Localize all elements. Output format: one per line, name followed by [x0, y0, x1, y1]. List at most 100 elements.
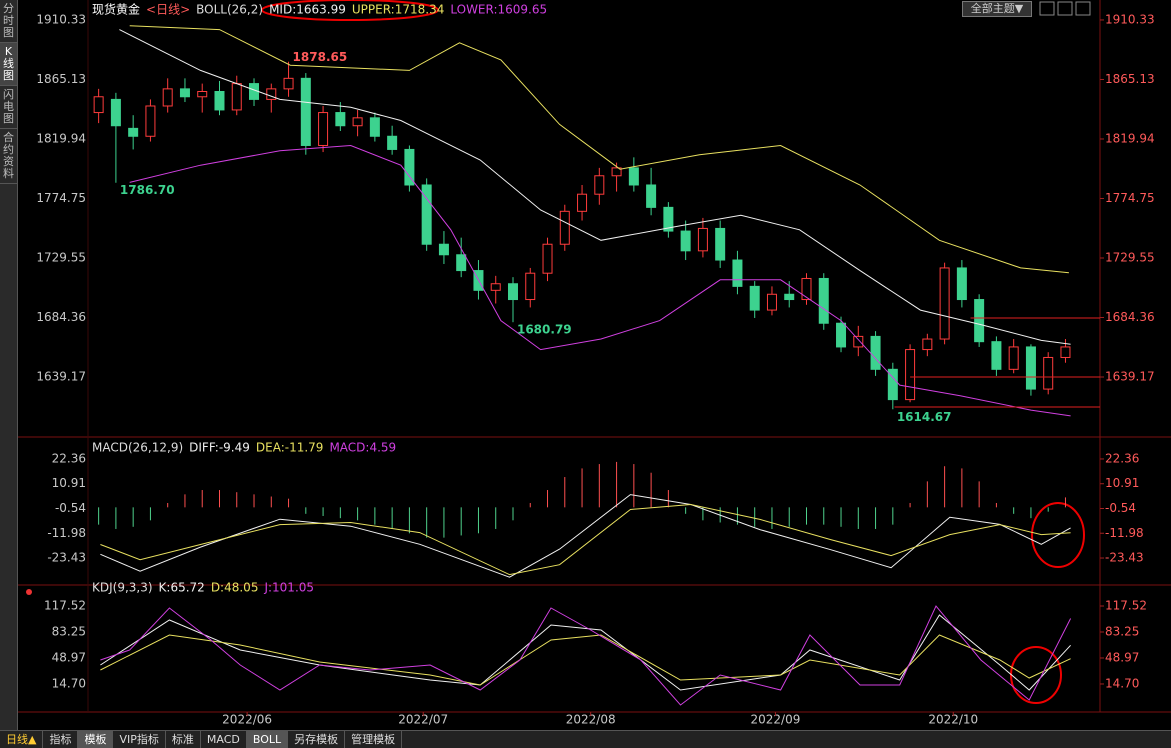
candle-body	[110, 98, 121, 127]
legend-text: MACD(26,12,9)	[92, 441, 183, 455]
y-tick-label: 1729.55	[1105, 250, 1155, 264]
template-tab[interactable]: 管理模板	[345, 731, 403, 748]
candle-body	[663, 206, 674, 232]
legend-text: UPPER:1718.34	[352, 3, 444, 17]
legend-text: LOWER:1609.65	[450, 3, 547, 17]
y-tick-label: 1639.17	[36, 369, 86, 383]
panel-icon	[26, 589, 32, 595]
candle-body	[766, 293, 777, 311]
sidebar: 分时图 K线图 闪电图 合约资料	[0, 0, 18, 730]
candle-body	[525, 272, 536, 301]
template-tab[interactable]: VIP指标	[113, 731, 166, 748]
y-tick-label: 1639.17	[1105, 369, 1155, 383]
indicator-line	[100, 605, 1072, 706]
y-tick-label: 83.25	[52, 624, 86, 638]
candle-body	[646, 184, 657, 208]
y-tick-label: 14.70	[52, 676, 86, 690]
candle-body	[490, 283, 501, 291]
candle-body	[922, 338, 933, 351]
candle-body	[611, 167, 622, 177]
y-tick-label: 1774.75	[36, 191, 86, 205]
candle-body	[991, 341, 1002, 370]
x-tick-label: 2022/06	[222, 713, 272, 727]
candle-body	[749, 285, 760, 311]
indicator-line	[100, 494, 1071, 578]
price-annotation: 1614.67	[897, 410, 952, 424]
candle-body	[836, 322, 847, 348]
icon-button[interactable]	[1075, 1, 1091, 16]
candle-body	[214, 90, 225, 111]
indicator-line	[100, 634, 1071, 686]
y-tick-label: -11.98	[47, 526, 86, 540]
legend-text: DIFF:-9.49	[189, 441, 250, 455]
y-tick-label: 22.36	[52, 451, 86, 465]
candle-body	[283, 77, 294, 90]
template-tab[interactable]: BOLL	[246, 731, 289, 748]
icon-button[interactable]	[1039, 1, 1055, 16]
legend-text: J:101.05	[263, 581, 314, 595]
y-tick-label: -11.98	[1105, 526, 1144, 540]
legend-text: BOLL(26,2)	[196, 3, 263, 17]
candle-body	[162, 88, 173, 107]
legend-text: MACD:4.59	[329, 441, 396, 455]
price-annotation: 1786.70	[120, 183, 175, 197]
side-tab[interactable]: 闪电图	[0, 86, 17, 129]
y-tick-label: 1865.13	[36, 72, 86, 86]
y-tick-label: 117.52	[1105, 598, 1147, 612]
indicator-line	[129, 25, 1069, 274]
candle-body	[179, 88, 190, 98]
y-tick-label: 10.91	[52, 476, 86, 490]
side-tab[interactable]: 分时图	[0, 0, 17, 43]
candle-body	[93, 96, 104, 114]
candle-body	[335, 112, 346, 127]
template-tab[interactable]: 模板	[78, 731, 114, 748]
candle-body	[732, 259, 743, 287]
template-tab[interactable]: 指标	[43, 731, 79, 748]
candle-body	[300, 77, 311, 146]
highlight-circle	[1031, 502, 1085, 568]
x-tick-label: 2022/08	[566, 713, 616, 727]
candle-body	[421, 184, 432, 245]
y-tick-label: 1910.33	[36, 12, 86, 26]
candle-body	[456, 254, 467, 272]
candle-body	[352, 117, 363, 127]
price-annotation: 1680.79	[517, 323, 572, 337]
candle-body	[128, 127, 139, 137]
candle-body	[715, 227, 726, 261]
x-tick-label: 2022/07	[398, 713, 448, 727]
side-tab[interactable]: K线图	[0, 43, 17, 86]
period-select[interactable]: 日线▲	[0, 731, 44, 748]
legend-text: 现货黄金	[92, 2, 140, 17]
indicator-line	[100, 503, 1071, 576]
theme-select[interactable]: 全部主题▼	[962, 1, 1032, 17]
side-tab[interactable]: 合约资料	[0, 129, 17, 184]
highlight-circle	[261, 0, 439, 21]
y-tick-label: 1910.33	[1105, 12, 1155, 26]
y-tick-label: 1774.75	[1105, 191, 1155, 205]
icon-button[interactable]	[1057, 1, 1073, 16]
candle-body	[818, 277, 829, 324]
template-tab[interactable]: 另存模板	[288, 731, 346, 748]
template-tab[interactable]: 标准	[166, 731, 201, 748]
candle-body	[628, 167, 639, 186]
candle-body	[387, 135, 398, 150]
candle-body	[1025, 346, 1036, 390]
legend-text: D:48.05	[211, 581, 259, 595]
y-tick-label: 1819.94	[1105, 131, 1155, 145]
candle-body	[318, 112, 329, 146]
candle-body	[369, 117, 380, 137]
candle-body	[939, 267, 950, 340]
candle-body	[507, 283, 518, 301]
candle-body	[905, 349, 916, 401]
candle-body	[438, 243, 449, 256]
y-tick-label: -0.54	[55, 501, 86, 515]
legend-text: <日线>	[146, 3, 190, 17]
legend-text: MID:1663.99	[269, 3, 346, 17]
legend-text: KDJ(9,3,3)	[92, 581, 153, 595]
y-tick-label: 48.97	[1105, 650, 1139, 664]
template-tab[interactable]: MACD	[201, 731, 247, 748]
x-tick-label: 2022/10	[928, 713, 978, 727]
candle-body	[680, 230, 691, 252]
chart: 1910.33 1910.33 1865.13 1865.13 1819.94 1819.…	[18, 0, 1171, 727]
